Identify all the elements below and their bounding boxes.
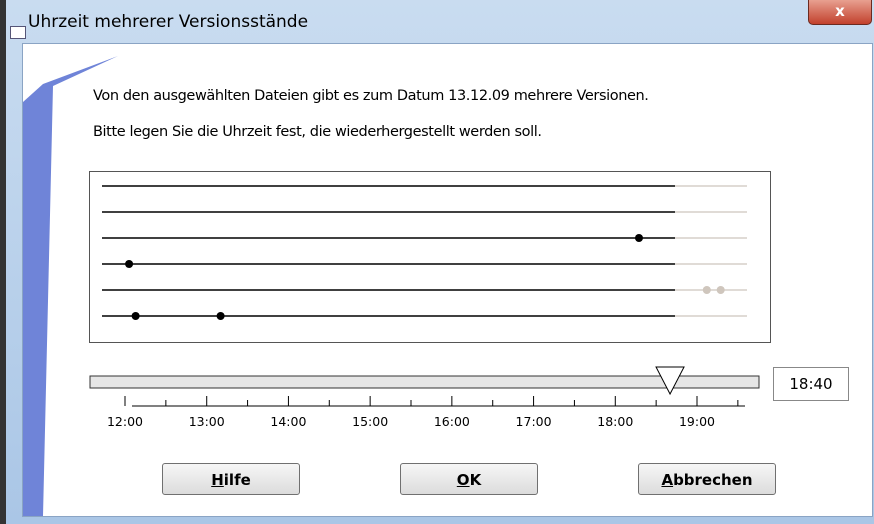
tick-label: 15:00 — [352, 414, 388, 429]
tick-label: 19:00 — [679, 414, 715, 429]
ok-button[interactable]: OK — [400, 463, 538, 495]
dialog-client: 12:00 13:00 14:00 15:00 16:00 17:00 18:00 19:00… — [22, 43, 873, 517]
message-line: Bitte legen Sie die Uhrzeit fest, die wi… — [93, 124, 542, 140]
tick-label: 12:00 — [107, 414, 143, 429]
tick-label: 18:00 — [597, 414, 633, 429]
tick-label: 16:00 — [434, 414, 470, 429]
window-icon — [10, 26, 26, 39]
cancel-button[interactable]: Abbrechen — [638, 463, 776, 495]
close-button[interactable]: x — [808, 0, 872, 25]
tick-label: 14:00 — [270, 414, 306, 429]
slider-track — [90, 376, 759, 388]
tick-label: 17:00 — [516, 414, 552, 429]
window-title: Uhrzeit mehrerer Versionsstände — [28, 12, 308, 32]
dialog-window: Uhrzeit mehrerer Versionsstände x 12:001… — [0, 0, 874, 524]
message-line: Von den ausgewählten Dateien gibt es zum… — [93, 88, 649, 104]
help-button[interactable]: Hilfe — [162, 463, 300, 495]
time-field[interactable]: 18:40 — [773, 367, 849, 401]
tick-label: 13:00 — [189, 414, 225, 429]
version-frame — [89, 171, 771, 343]
